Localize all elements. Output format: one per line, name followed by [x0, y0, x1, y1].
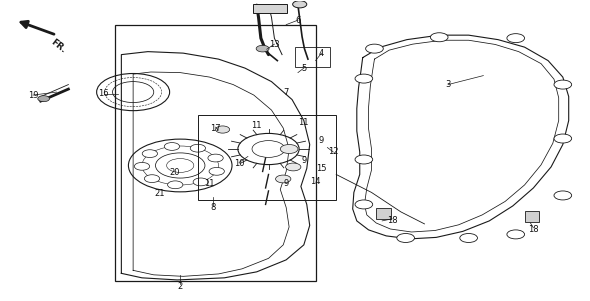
Text: 6: 6: [295, 16, 301, 25]
Circle shape: [507, 34, 525, 43]
Circle shape: [355, 200, 373, 209]
Circle shape: [280, 144, 298, 154]
Circle shape: [366, 44, 384, 53]
Bar: [116, 25, 316, 281]
Circle shape: [145, 175, 160, 182]
Circle shape: [256, 45, 269, 52]
Bar: [295, 47, 330, 67]
Circle shape: [355, 74, 373, 83]
Bar: [376, 208, 391, 219]
Text: 14: 14: [310, 178, 321, 186]
Circle shape: [507, 230, 525, 239]
Text: 18: 18: [387, 216, 398, 225]
Text: 9: 9: [301, 157, 306, 166]
Circle shape: [193, 178, 208, 186]
Circle shape: [38, 96, 50, 102]
Text: 9: 9: [284, 179, 289, 188]
Text: 11: 11: [251, 120, 262, 129]
Text: 16: 16: [99, 89, 109, 98]
Text: 2: 2: [178, 282, 183, 291]
Text: 18: 18: [528, 225, 539, 234]
Text: 7: 7: [283, 88, 289, 97]
Text: 9: 9: [319, 135, 324, 144]
Circle shape: [276, 175, 291, 183]
Circle shape: [190, 144, 205, 152]
Text: 15: 15: [316, 164, 327, 173]
Circle shape: [135, 163, 150, 170]
Text: 13: 13: [269, 40, 280, 49]
Circle shape: [215, 126, 230, 133]
Text: 11: 11: [299, 117, 309, 126]
Text: 8: 8: [210, 203, 215, 212]
Circle shape: [554, 134, 572, 143]
Circle shape: [460, 234, 477, 243]
Bar: [253, 4, 287, 13]
Text: 12: 12: [328, 147, 339, 157]
Circle shape: [164, 143, 179, 150]
Circle shape: [397, 234, 415, 243]
Circle shape: [209, 167, 224, 175]
Bar: [198, 115, 336, 200]
Circle shape: [168, 181, 183, 189]
Text: 19: 19: [28, 91, 38, 100]
Circle shape: [293, 1, 307, 8]
Circle shape: [142, 150, 158, 157]
Bar: [525, 211, 539, 222]
Circle shape: [355, 155, 373, 164]
Text: 4: 4: [319, 49, 324, 57]
Text: FR.: FR.: [49, 37, 67, 54]
Text: 11: 11: [204, 179, 215, 188]
Circle shape: [208, 154, 223, 162]
Text: 20: 20: [169, 169, 179, 178]
Circle shape: [430, 33, 448, 42]
Circle shape: [554, 80, 572, 89]
Text: 21: 21: [155, 189, 165, 198]
Text: 3: 3: [445, 80, 451, 89]
Circle shape: [554, 191, 572, 200]
Text: 5: 5: [301, 64, 306, 73]
Text: 17: 17: [210, 123, 221, 132]
Text: 10: 10: [234, 160, 244, 169]
Circle shape: [286, 163, 301, 171]
